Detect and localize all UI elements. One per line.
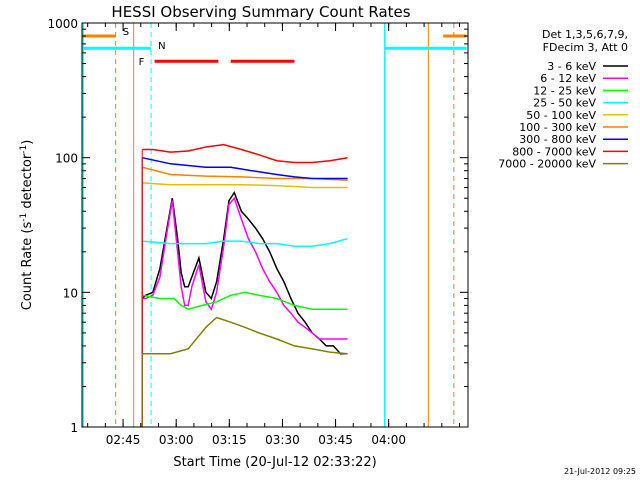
series-line-2 bbox=[142, 291, 348, 311]
x-tick-label: 04:00 bbox=[371, 433, 406, 447]
y-tick-label: 1 bbox=[70, 421, 78, 435]
x-axis: 02:45 03:00 03:15 03:30 03:45 04:00 bbox=[87, 23, 461, 447]
legend-label-0: 3 - 6 keV bbox=[547, 60, 596, 73]
series-line-7 bbox=[142, 143, 348, 164]
legend-label-1: 6 - 12 keV bbox=[540, 72, 596, 85]
y-tick-label: 1000 bbox=[47, 17, 78, 31]
series-line-3 bbox=[142, 237, 348, 247]
series-line-0 bbox=[141, 190, 348, 355]
y-axis: 1 10 100 1000 bbox=[47, 17, 468, 435]
series-line-1 bbox=[142, 196, 348, 340]
y-axis-label-end: ) bbox=[20, 140, 35, 145]
legend-label-5: 100 - 300 keV bbox=[519, 121, 596, 134]
y-tick-label: 10 bbox=[63, 286, 78, 300]
chart-title: HESSI Observing Summary Count Rates bbox=[111, 3, 410, 21]
saa-label: S bbox=[123, 27, 129, 38]
legend-label-3: 25 - 50 keV bbox=[533, 97, 596, 110]
legend: Det 1,3,5,6,7,9, FDecim 3, Att 0 3 - 6 k… bbox=[498, 28, 628, 171]
y-axis-label-mid: detector bbox=[20, 153, 35, 213]
legend-label-8: 7000 - 20000 keV bbox=[498, 158, 596, 171]
legend-header-2: FDecim 3, Att 0 bbox=[543, 41, 628, 54]
legend-header-1: Det 1,3,5,6,7,9, bbox=[542, 28, 628, 41]
series-line-4 bbox=[142, 182, 348, 189]
plot-frame bbox=[81, 22, 469, 428]
legend-label-4: 50 - 100 keV bbox=[526, 109, 596, 122]
x-tick-label: 03:00 bbox=[159, 433, 194, 447]
legend-label-6: 300 - 800 keV bbox=[519, 133, 596, 146]
x-tick-label: 03:45 bbox=[318, 433, 353, 447]
y-tick-label: 100 bbox=[55, 152, 78, 166]
night-label: N bbox=[158, 41, 165, 52]
x-tick-label: 02:45 bbox=[106, 433, 141, 447]
y-axis-label: Count Rate (s-1 detector-1) bbox=[19, 140, 35, 311]
legend-label-7: 800 - 7000 keV bbox=[512, 145, 596, 158]
x-tick-label: 03:15 bbox=[212, 433, 247, 447]
series-line-8 bbox=[142, 316, 348, 355]
plot-area: S N F bbox=[82, 23, 467, 427]
y-axis-label-sup2: -1 bbox=[19, 145, 29, 154]
footer-date: 21-Jul-2012 09:25 bbox=[564, 467, 636, 476]
y-axis-label-sup: -1 bbox=[19, 213, 29, 222]
legend-label-2: 12 - 25 keV bbox=[533, 84, 596, 97]
x-axis-label: Start Time (20-Jul-12 02:33:22) bbox=[173, 455, 376, 470]
flare-label: F bbox=[139, 57, 145, 68]
series-line-6 bbox=[142, 156, 348, 180]
x-tick-label: 03:30 bbox=[265, 433, 300, 447]
